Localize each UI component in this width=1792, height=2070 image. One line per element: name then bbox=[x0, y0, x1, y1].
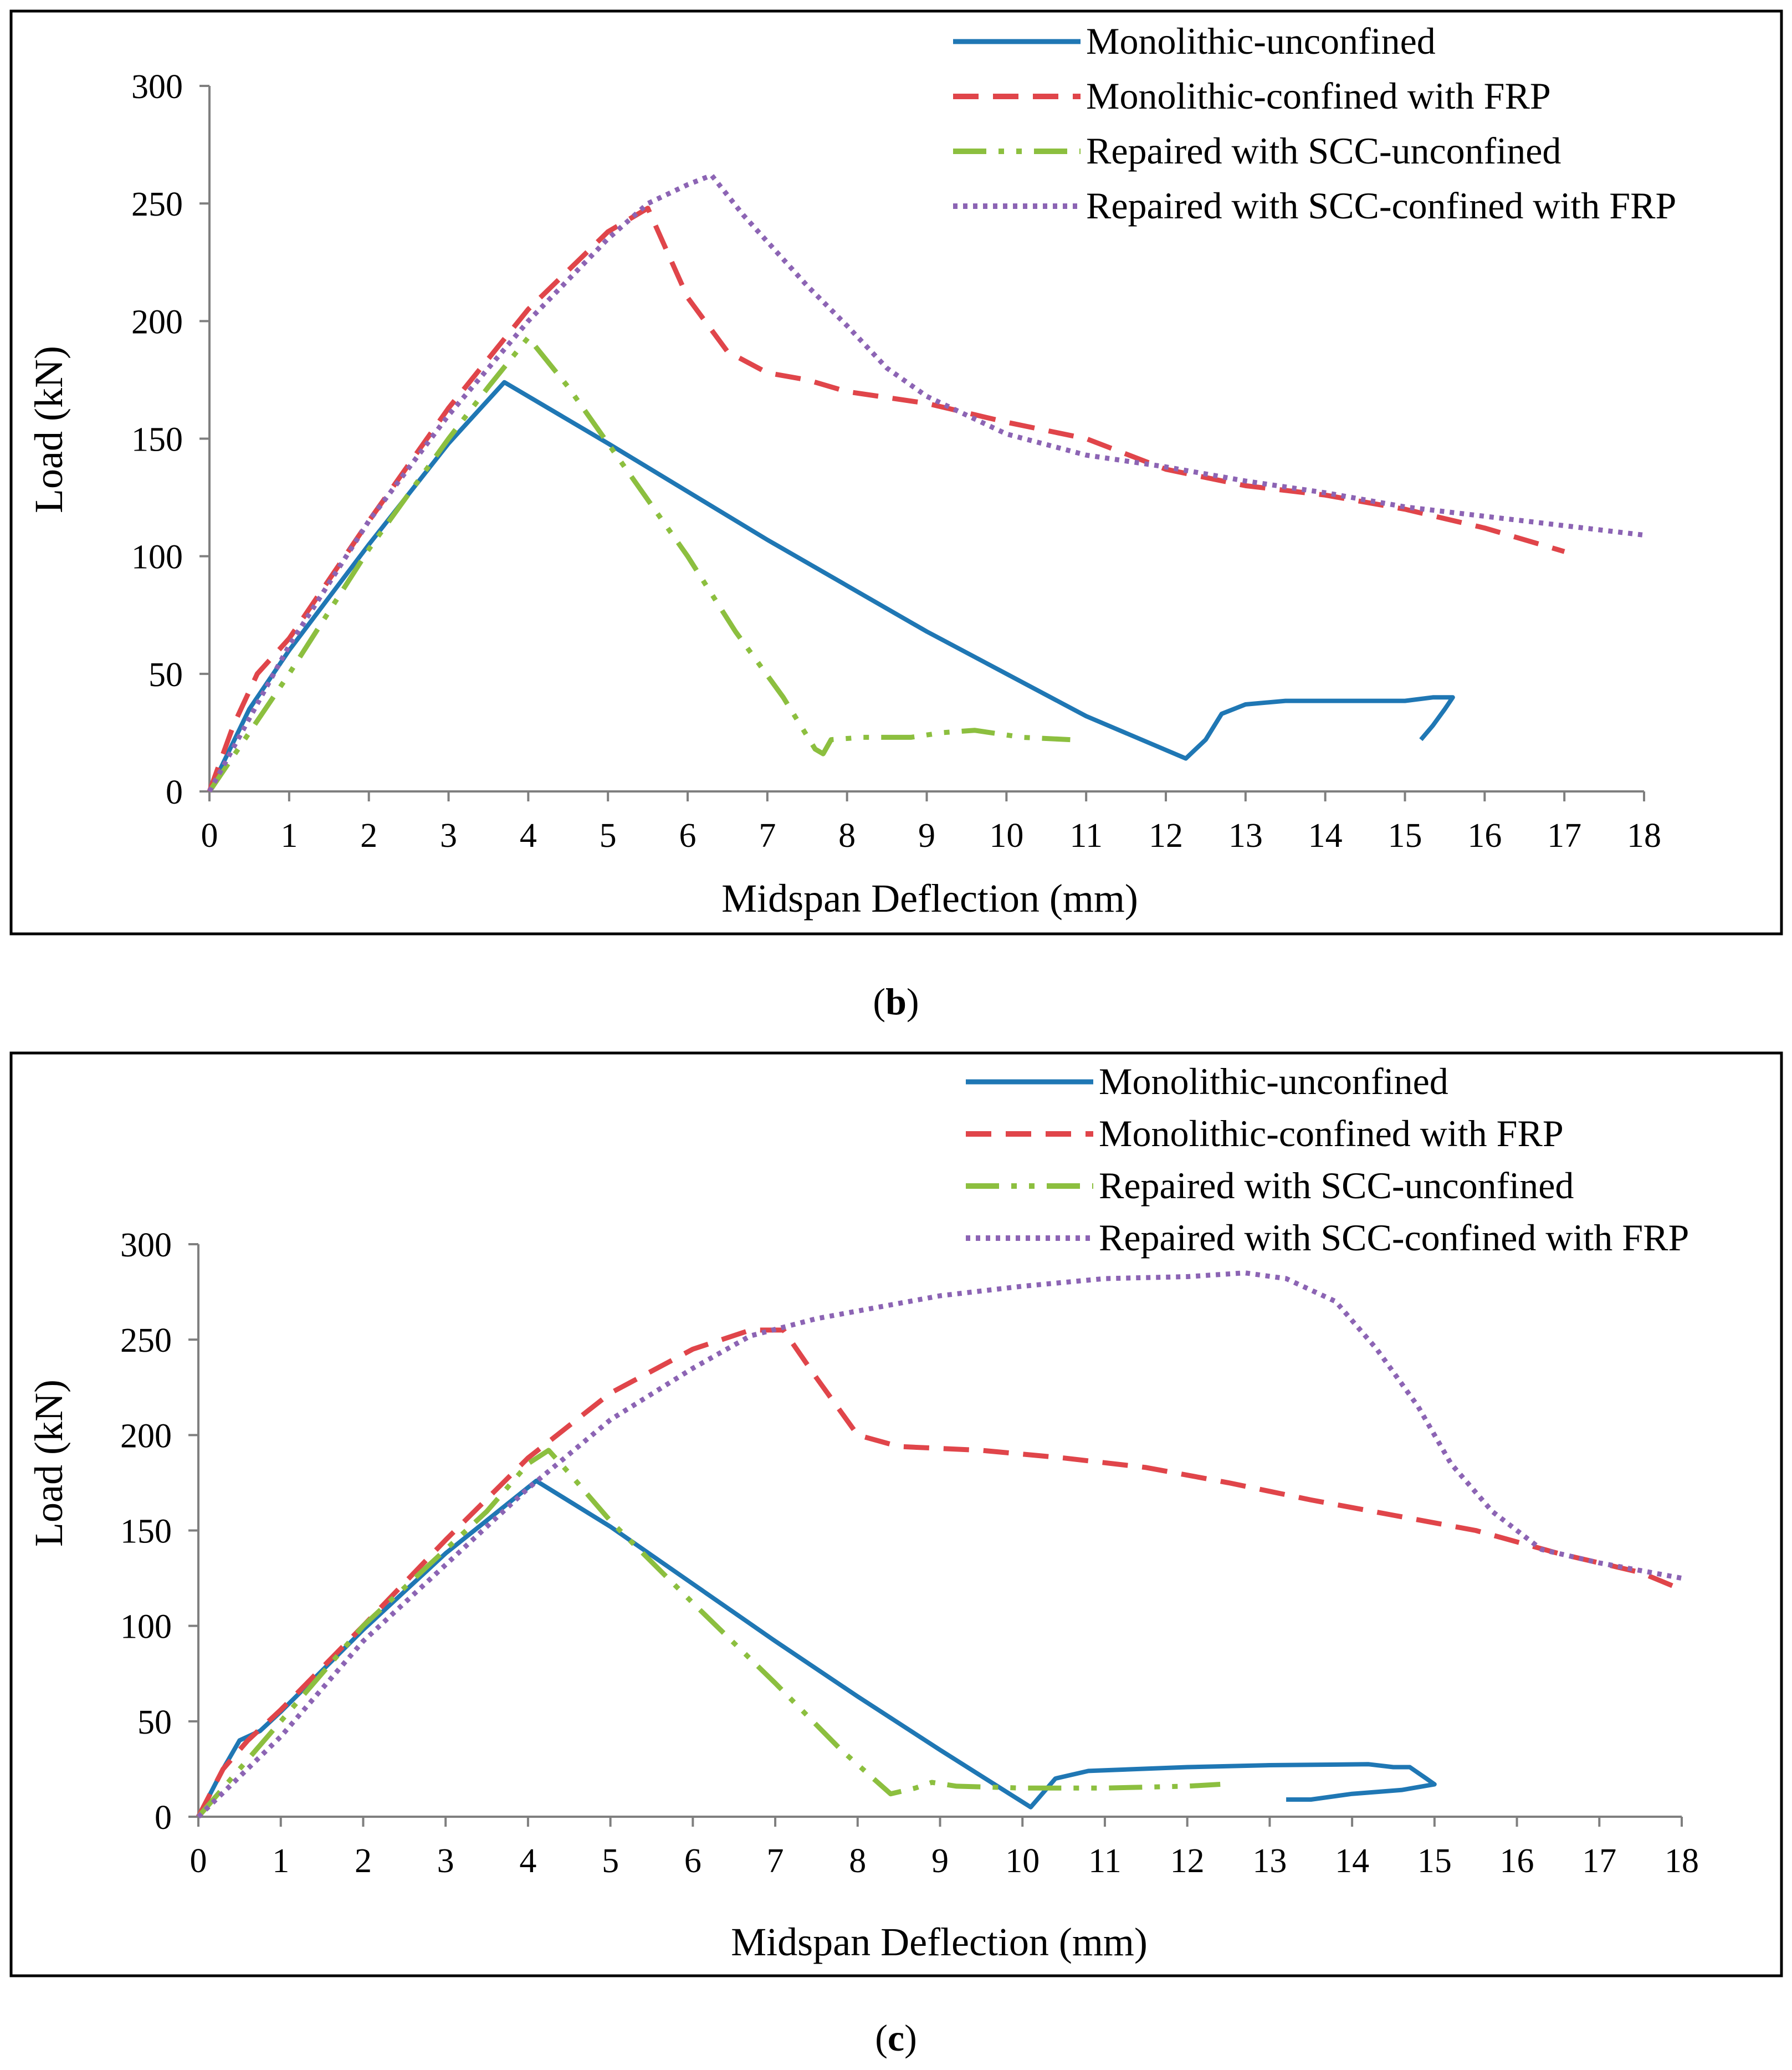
chart-frame-c bbox=[9, 1051, 1783, 1977]
y-tick-label: 0 bbox=[155, 1799, 172, 1837]
x-tick-label: 12 bbox=[1149, 817, 1183, 855]
x-tick-label: 2 bbox=[360, 817, 377, 855]
x-tick-label: 1 bbox=[280, 817, 298, 855]
x-tick-label: 9 bbox=[918, 817, 935, 855]
y-axis-title-c: Load (kN) bbox=[27, 1379, 71, 1547]
plot-area-b: 0 1 2 3 4 5 6 7 8 9 10 11 12 13 14 15 16 17 18050100150200… bbox=[131, 68, 1661, 855]
x-tick-label: 17 bbox=[1582, 1842, 1616, 1880]
x-tick-label: 15 bbox=[1417, 1842, 1452, 1880]
x-tick-label: 0 bbox=[190, 1842, 207, 1880]
x-tick-label: 8 bbox=[849, 1842, 866, 1880]
x-tick-label: 16 bbox=[1467, 817, 1502, 855]
y-tick-label: 300 bbox=[131, 68, 183, 106]
y-tick-label: 150 bbox=[131, 421, 183, 459]
caption-b-letter: b bbox=[885, 980, 907, 1023]
legend-label-1: Monolithic-unconfined bbox=[1086, 20, 1436, 62]
legend-label-3: Repaired with SCC-unconfined bbox=[1099, 1164, 1574, 1207]
x-tick-label: 10 bbox=[1005, 1842, 1040, 1880]
caption-c-letter: c bbox=[888, 2017, 904, 2059]
caption-b-close: ) bbox=[907, 980, 919, 1023]
x-tick-label: 10 bbox=[989, 817, 1023, 855]
legend-label-2: Monolithic-confined with FRP bbox=[1086, 75, 1551, 117]
y-tick-label: 0 bbox=[166, 774, 183, 811]
x-tick-label: 6 bbox=[679, 817, 697, 855]
x-tick-label: 8 bbox=[838, 817, 856, 855]
x-tick-label: 16 bbox=[1500, 1842, 1534, 1880]
caption-c: (c) bbox=[875, 2017, 917, 2059]
legend-b: Monolithic-unconfined Monolithic-confined… bbox=[953, 20, 1676, 227]
y-tick-label: 150 bbox=[120, 1513, 172, 1551]
y-tick-label: 100 bbox=[131, 539, 183, 576]
x-tick-label: 4 bbox=[519, 1842, 536, 1880]
x-tick-label: 5 bbox=[602, 1842, 619, 1880]
x-tick-label: 14 bbox=[1335, 1842, 1369, 1880]
x-tick-label: 14 bbox=[1308, 817, 1343, 855]
x-tick-label: 6 bbox=[684, 1842, 702, 1880]
x-tick-label: 0 bbox=[201, 817, 218, 855]
y-tick-label: 250 bbox=[120, 1322, 172, 1359]
chart-frame-b bbox=[9, 9, 1783, 936]
y-tick-label: 100 bbox=[120, 1608, 172, 1646]
x-tick-label: 18 bbox=[1627, 817, 1661, 855]
caption-b: (b) bbox=[873, 980, 919, 1023]
y-axis-title-b: Load (kN) bbox=[27, 346, 71, 513]
x-tick-label: 3 bbox=[437, 1842, 454, 1880]
x-axis-title-c: Midspan Deflection (mm) bbox=[731, 1920, 1148, 1964]
legend-label-4: Repaired with SCC-confined with FRP bbox=[1099, 1217, 1689, 1259]
y-tick-label: 50 bbox=[149, 656, 183, 694]
y-tick-label: 200 bbox=[120, 1417, 172, 1455]
legend-label-1: Monolithic-unconfined bbox=[1099, 1060, 1448, 1102]
legend-label-3: Repaired with SCC-unconfined bbox=[1086, 130, 1561, 172]
plot-area-c: 0 1 2 3 4 5 6 7 8 9 10 11 12 13 14 15 16 17 18050100150200… bbox=[120, 1226, 1699, 1880]
x-axis-title-b: Midspan Deflection (mm) bbox=[721, 876, 1138, 921]
x-tick-label: 7 bbox=[759, 817, 776, 855]
series-line-4 bbox=[196, 1270, 1682, 1819]
legend-c: Monolithic-unconfined Monolithic-confined… bbox=[966, 1060, 1689, 1259]
x-tick-label: 13 bbox=[1228, 817, 1263, 855]
x-tick-label: 12 bbox=[1170, 1842, 1205, 1880]
x-tick-label: 1 bbox=[272, 1842, 289, 1880]
series-line-1 bbox=[207, 380, 1455, 793]
x-tick-label: 13 bbox=[1252, 1842, 1287, 1880]
x-tick-label: 5 bbox=[600, 817, 617, 855]
x-tick-label: 9 bbox=[931, 1842, 949, 1880]
y-tick-label: 50 bbox=[137, 1704, 172, 1741]
caption-c-close: ) bbox=[904, 2017, 917, 2059]
x-tick-label: 11 bbox=[1069, 817, 1103, 855]
series-line-3 bbox=[196, 1448, 1221, 1818]
x-tick-label: 2 bbox=[355, 1842, 372, 1880]
y-tick-label: 200 bbox=[131, 303, 183, 341]
x-tick-label: 17 bbox=[1547, 817, 1581, 855]
series-line-1 bbox=[196, 1479, 1437, 1818]
legend-label-4: Repaired with SCC-confined with FRP bbox=[1086, 185, 1676, 227]
legend-label-2: Monolithic-confined with FRP bbox=[1099, 1112, 1564, 1154]
caption-c-open: ( bbox=[875, 2017, 888, 2059]
x-tick-label: 11 bbox=[1088, 1842, 1122, 1880]
caption-b-open: ( bbox=[873, 980, 885, 1023]
series-line-3 bbox=[207, 335, 1071, 793]
series-line-4 bbox=[207, 172, 1645, 793]
y-tick-label: 250 bbox=[131, 186, 183, 223]
x-tick-label: 4 bbox=[520, 817, 537, 855]
x-tick-label: 3 bbox=[440, 817, 457, 855]
y-tick-label: 300 bbox=[120, 1226, 172, 1264]
x-tick-label: 15 bbox=[1388, 817, 1422, 855]
x-tick-label: 7 bbox=[767, 1842, 784, 1880]
x-tick-label: 18 bbox=[1665, 1842, 1699, 1880]
